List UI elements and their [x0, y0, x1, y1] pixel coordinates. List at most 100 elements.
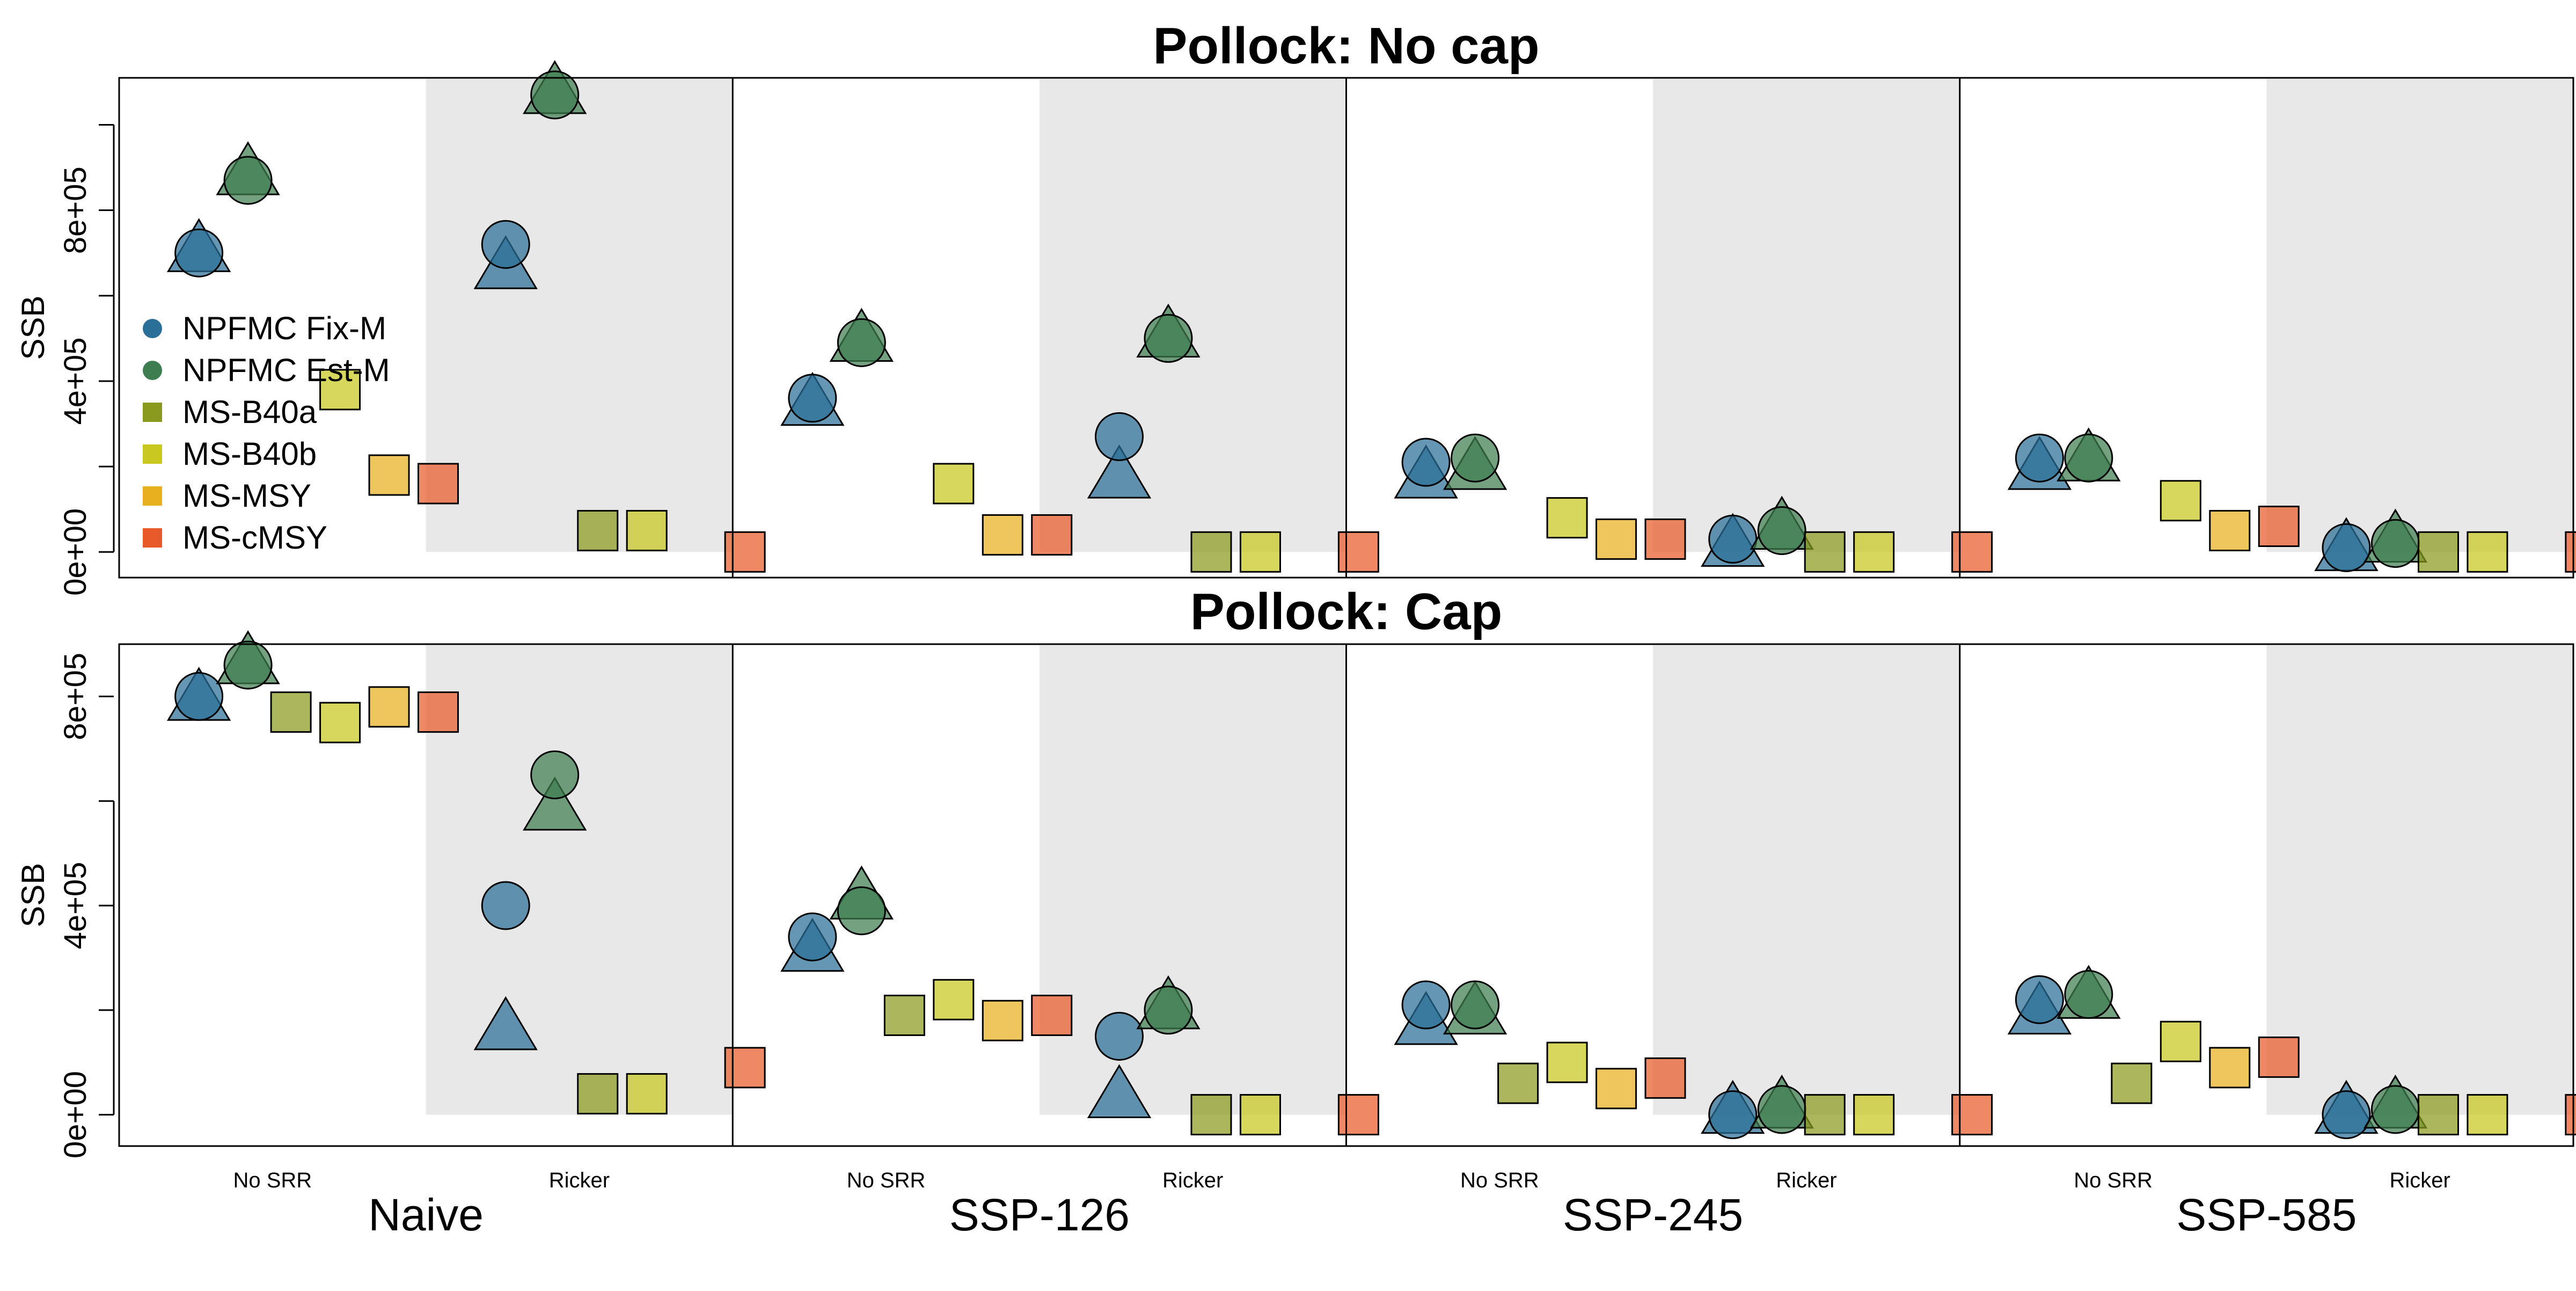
- legend-label: MS-MSY: [182, 478, 311, 514]
- circle-marker: [2064, 970, 2113, 1019]
- circle-marker: [481, 220, 530, 269]
- square-marker: [1853, 1094, 1895, 1136]
- square-marker: [2417, 531, 2459, 573]
- srr-label: Ricker: [1776, 1169, 1836, 1192]
- square-marker: [1596, 1068, 1637, 1110]
- ricker-shade: [2266, 79, 2573, 552]
- circle-marker: [1708, 1090, 1758, 1140]
- y-tick-label: 8e+05: [58, 653, 93, 740]
- square-marker: [2209, 509, 2251, 551]
- square-marker: [982, 1000, 1023, 1041]
- srr-label: No SRR: [233, 1169, 312, 1192]
- circle-marker: [1094, 1011, 1144, 1061]
- square-marker: [1951, 1094, 1993, 1136]
- triangle-marker: [1087, 1064, 1152, 1118]
- circle-marker: [2322, 1090, 2371, 1140]
- y-tick-label: 4e+05: [58, 338, 93, 425]
- square-marker: [2160, 1020, 2201, 1062]
- square-marker: [1644, 518, 1686, 560]
- square-marker: [982, 514, 1023, 556]
- circle-marker: [1708, 514, 1758, 564]
- square-marker: [1031, 514, 1073, 556]
- circle-marker: [223, 640, 273, 690]
- srr-label: Ricker: [2390, 1169, 2450, 1192]
- y-axis-label: SSB: [15, 295, 51, 360]
- srr-label: No SRR: [2074, 1169, 2153, 1192]
- y-tick-label: 4e+05: [58, 862, 93, 950]
- circle-marker: [837, 318, 886, 367]
- ricker-shade: [1653, 645, 1960, 1115]
- circle-marker: [788, 912, 837, 961]
- square-marker: [417, 463, 459, 505]
- circle-marker: [1401, 437, 1451, 487]
- circle-marker: [2064, 433, 2113, 483]
- ricker-shade: [2266, 645, 2573, 1115]
- circle-marker: [1757, 506, 1806, 555]
- square-marker: [1239, 531, 1281, 573]
- circle-marker: [2370, 1085, 2420, 1134]
- circle-marker: [837, 886, 886, 936]
- scenario-label: SSP-245: [1563, 1190, 1743, 1240]
- circle-marker: [1144, 313, 1193, 363]
- square-marker: [319, 702, 361, 743]
- legend-marker: [143, 486, 162, 506]
- circle-marker: [1144, 986, 1193, 1035]
- legend-marker: [143, 361, 162, 380]
- square-marker: [577, 509, 619, 551]
- ricker-shade: [1653, 79, 1960, 552]
- legend-label: MS-cMSY: [182, 520, 327, 556]
- square-marker: [2467, 531, 2508, 573]
- triangle-marker: [523, 776, 587, 831]
- ricker-shade: [426, 79, 733, 552]
- circle-marker: [1094, 412, 1144, 461]
- circle-marker: [174, 672, 224, 721]
- circle-marker: [1451, 433, 1500, 483]
- srr-label: Ricker: [549, 1169, 610, 1192]
- square-marker: [2565, 531, 2576, 573]
- panel-title: Pollock: No cap: [1153, 17, 1539, 75]
- legend-marker: [143, 403, 162, 422]
- square-marker: [1031, 995, 1073, 1037]
- scenario-label: SSP-126: [949, 1190, 1130, 1240]
- square-marker: [417, 691, 459, 733]
- ricker-shade: [1039, 645, 1346, 1115]
- square-marker: [933, 463, 975, 505]
- circle-marker: [2015, 433, 2064, 483]
- square-marker: [2467, 1094, 2508, 1136]
- square-marker: [368, 454, 410, 496]
- legend-label: MS-B40b: [182, 436, 317, 472]
- square-marker: [2160, 480, 2201, 522]
- circle-marker: [1757, 1085, 1806, 1134]
- ricker-shade: [426, 645, 733, 1115]
- ricker-shade: [1039, 79, 1346, 552]
- y-axis-label: SSB: [15, 863, 51, 927]
- srr-label: No SRR: [847, 1169, 926, 1192]
- square-marker: [626, 509, 668, 551]
- square-marker: [2111, 1062, 2153, 1104]
- square-marker: [1951, 531, 1993, 573]
- square-marker: [1546, 497, 1588, 539]
- srr-label: No SRR: [1460, 1169, 1539, 1192]
- square-marker: [626, 1073, 668, 1115]
- square-marker: [2209, 1047, 2251, 1089]
- square-marker: [1190, 1094, 1232, 1136]
- square-marker: [724, 1047, 766, 1089]
- scenario-label: Naive: [368, 1190, 484, 1240]
- square-marker: [1337, 531, 1379, 573]
- circle-marker: [530, 750, 580, 799]
- circle-marker: [2370, 519, 2420, 568]
- y-tick-label: 8e+05: [58, 166, 93, 254]
- legend-marker: [143, 319, 162, 338]
- square-marker: [1190, 531, 1232, 573]
- square-marker: [2565, 1094, 2576, 1136]
- square-marker: [1853, 531, 1895, 573]
- circle-marker: [1451, 980, 1500, 1030]
- square-marker: [2417, 1094, 2459, 1136]
- legend-marker: [143, 444, 162, 464]
- square-marker: [270, 691, 312, 733]
- legend-label: NPFMC Est-M: [182, 352, 390, 388]
- circle-marker: [1401, 980, 1451, 1030]
- square-marker: [1596, 518, 1637, 560]
- circle-marker: [2322, 523, 2371, 572]
- square-marker: [2258, 1036, 2300, 1078]
